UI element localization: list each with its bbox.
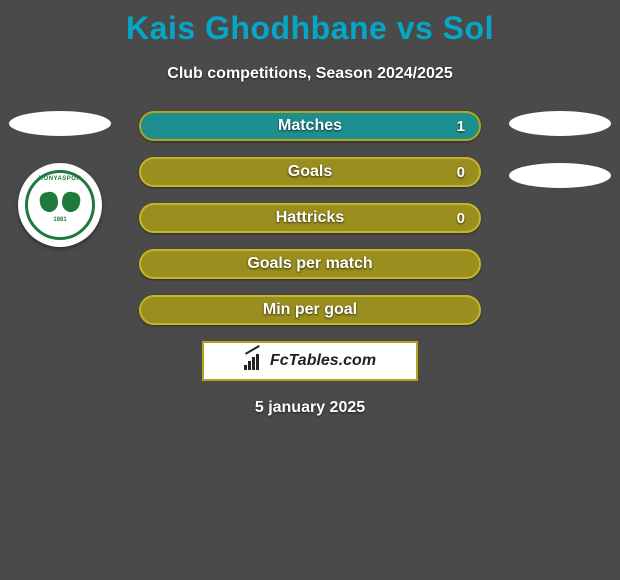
stat-value: 1 [457,118,465,135]
stat-label: Goals per match [247,255,372,273]
player-left-avatar-placeholder [9,111,111,136]
player-right-avatar-placeholder-1 [509,111,611,136]
brand-attribution: FcTables.com [202,341,418,381]
brand-name: FcTables.com [270,352,376,370]
stat-bar-matches: Matches 1 [139,111,481,141]
comparison-title: Kais Ghodhbane vs Sol [0,0,620,47]
player-right-avatar-placeholder-2 [509,163,611,188]
season-subtitle: Club competitions, Season 2024/2025 [0,65,620,83]
stat-bar-hattricks: Hattricks 0 [139,203,481,233]
stat-label: Hattricks [276,209,344,227]
stat-bar-goals-per-match: Goals per match [139,249,481,279]
club-badge-name: KONYASPOR [28,176,92,182]
generated-date: 5 january 2025 [0,399,620,417]
stat-label: Matches [278,117,342,135]
stat-bar-min-per-goal: Min per goal [139,295,481,325]
eagle-icon [38,188,82,216]
stats-area: KONYASPOR 1981 Matches 1 Goals 0 Hattric… [0,111,620,417]
stat-value: 0 [457,210,465,227]
stat-bar-goals: Goals 0 [139,157,481,187]
stat-value: 0 [457,164,465,181]
stat-label: Min per goal [263,301,357,319]
stat-label: Goals [288,163,332,181]
bar-chart-growth-icon [244,352,264,370]
club-badge-year: 1981 [53,217,66,223]
stat-bars: Matches 1 Goals 0 Hattricks 0 Goals per … [139,111,481,325]
club-badge: KONYASPOR 1981 [18,163,102,247]
